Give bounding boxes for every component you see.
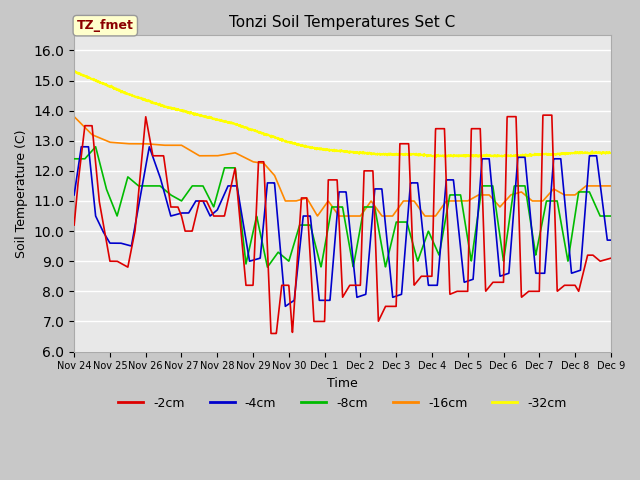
- Y-axis label: Soil Temperature (C): Soil Temperature (C): [15, 129, 28, 258]
- X-axis label: Time: Time: [327, 377, 358, 390]
- Title: Tonzi Soil Temperatures Set C: Tonzi Soil Temperatures Set C: [229, 15, 456, 30]
- Legend: -2cm, -4cm, -8cm, -16cm, -32cm: -2cm, -4cm, -8cm, -16cm, -32cm: [113, 392, 572, 415]
- Text: TZ_fmet: TZ_fmet: [77, 19, 134, 32]
